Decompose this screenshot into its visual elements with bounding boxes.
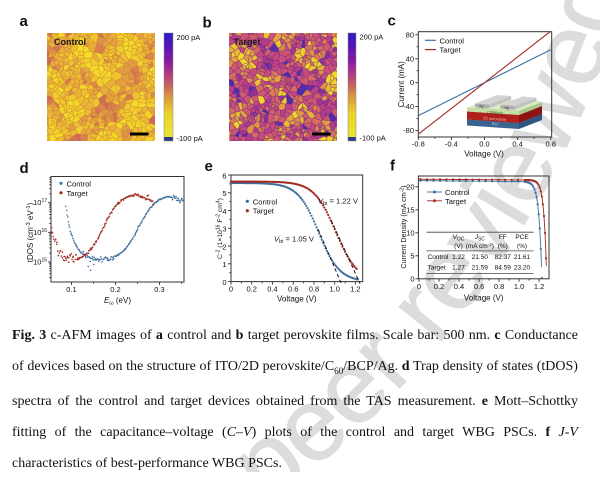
svg-text:10: 10 xyxy=(406,228,414,237)
svg-text:0: 0 xyxy=(229,285,233,294)
svg-text:1016: 1016 xyxy=(33,228,47,237)
svg-text:Ag: Ag xyxy=(505,106,509,110)
svg-text:20: 20 xyxy=(406,182,414,191)
svg-text:Target: Target xyxy=(67,189,89,198)
svg-text:200 pA: 200 pA xyxy=(360,33,384,42)
svg-text:PCE: PCE xyxy=(515,234,529,241)
svg-text:-80: -80 xyxy=(403,126,414,135)
svg-text:0.2: 0.2 xyxy=(110,285,120,294)
svg-text:1017: 1017 xyxy=(33,198,47,207)
svg-text:Control: Control xyxy=(445,188,470,197)
svg-text:84.59: 84.59 xyxy=(495,265,512,272)
svg-text:0: 0 xyxy=(417,282,421,291)
svg-text:Target: Target xyxy=(428,265,446,272)
svg-text:d: d xyxy=(20,160,29,177)
svg-text:0.2: 0.2 xyxy=(434,282,444,291)
svg-text:Target: Target xyxy=(440,46,462,55)
svg-text:f: f xyxy=(390,158,396,175)
svg-text:(mA cm-2): (mA cm-2) xyxy=(466,242,494,250)
svg-text:1.0: 1.0 xyxy=(329,285,339,294)
svg-text:FF: FF xyxy=(499,234,507,241)
svg-text:-100 pA: -100 pA xyxy=(360,134,386,143)
svg-text:Eω (eV): Eω (eV) xyxy=(104,296,131,307)
svg-text:1.2: 1.2 xyxy=(534,282,544,291)
svg-text:21.61: 21.61 xyxy=(514,254,531,261)
svg-text:-40: -40 xyxy=(403,102,414,111)
svg-text:C60/BCP: C60/BCP xyxy=(487,111,504,116)
svg-text:Target: Target xyxy=(445,197,467,206)
svg-text:0: 0 xyxy=(222,278,226,287)
svg-text:0.4: 0.4 xyxy=(512,140,522,149)
svg-text:(%): (%) xyxy=(517,243,527,250)
svg-text:Voltage (V): Voltage (V) xyxy=(464,150,504,159)
svg-text:JSC: JSC xyxy=(474,234,486,242)
svg-text:0.6: 0.6 xyxy=(474,282,484,291)
svg-text:Voltage (V): Voltage (V) xyxy=(464,294,504,303)
svg-text:1: 1 xyxy=(222,260,226,269)
svg-text:0.8: 0.8 xyxy=(309,285,319,294)
svg-text:C-2 (1×1016 F-2 cm4): C-2 (1×1016 F-2 cm4) xyxy=(216,198,225,259)
svg-text:0.8: 0.8 xyxy=(494,282,504,291)
svg-text:80: 80 xyxy=(406,30,414,39)
svg-text:0.1: 0.1 xyxy=(66,285,76,294)
svg-text:0: 0 xyxy=(410,274,414,283)
svg-text:4: 4 xyxy=(222,207,226,216)
svg-text:0.2: 0.2 xyxy=(246,285,256,294)
svg-text:e: e xyxy=(205,158,213,175)
svg-text:0.6: 0.6 xyxy=(288,285,298,294)
svg-text:2: 2 xyxy=(222,242,226,251)
svg-text:VOC: VOC xyxy=(453,234,465,242)
svg-text:Target: Target xyxy=(253,207,275,216)
svg-text:0: 0 xyxy=(410,78,414,87)
svg-text:-100 pA: -100 pA xyxy=(177,134,203,143)
svg-text:Control: Control xyxy=(253,197,278,206)
svg-text:0.4: 0.4 xyxy=(267,285,277,294)
svg-text:21.59: 21.59 xyxy=(472,265,489,272)
svg-text:Ag: Ag xyxy=(479,104,483,108)
svg-text:Vbi = 1.22 V: Vbi = 1.22 V xyxy=(318,197,359,208)
svg-text:Current (mA): Current (mA) xyxy=(397,61,406,108)
svg-text:-0.4: -0.4 xyxy=(445,140,458,149)
svg-text:3: 3 xyxy=(222,225,226,234)
svg-text:Control: Control xyxy=(428,254,450,261)
svg-text:Target: Target xyxy=(234,37,261,47)
svg-text:Current Density (mA cm-2): Current Density (mA cm-2) xyxy=(399,185,408,268)
svg-text:40: 40 xyxy=(406,54,414,63)
svg-text:1015: 1015 xyxy=(33,258,47,267)
svg-text:ITO: ITO xyxy=(491,122,498,126)
svg-text:Control: Control xyxy=(440,36,465,45)
svg-text:(%): (%) xyxy=(498,243,508,250)
svg-text:15: 15 xyxy=(406,205,414,214)
svg-text:-0.8: -0.8 xyxy=(412,140,425,149)
svg-text:tDOS (cm-3 eV-1): tDOS (cm-3 eV-1) xyxy=(26,202,35,262)
svg-text:6: 6 xyxy=(222,171,226,180)
svg-text:23.20: 23.20 xyxy=(514,265,531,272)
svg-text:200 pA: 200 pA xyxy=(177,33,201,42)
svg-text:Control: Control xyxy=(67,179,92,188)
svg-text:0.0: 0.0 xyxy=(479,140,489,149)
svg-text:0.8: 0.8 xyxy=(545,140,555,149)
svg-text:5: 5 xyxy=(222,189,226,198)
svg-text:1.0: 1.0 xyxy=(514,282,524,291)
svg-text:0.3: 0.3 xyxy=(154,285,164,294)
svg-text:(V): (V) xyxy=(454,243,463,250)
svg-text:Voltage (V): Voltage (V) xyxy=(277,295,317,304)
svg-text:1.22: 1.22 xyxy=(452,254,465,261)
svg-text:82.37: 82.37 xyxy=(495,254,512,261)
svg-text:c: c xyxy=(388,13,396,30)
svg-text:Vbi = 1.05 V: Vbi = 1.05 V xyxy=(274,235,315,246)
svg-text:Control: Control xyxy=(54,37,86,47)
svg-text:1.2: 1.2 xyxy=(350,285,360,294)
svg-text:5: 5 xyxy=(410,251,414,260)
svg-text:a: a xyxy=(20,13,29,30)
svg-text:21.50: 21.50 xyxy=(472,254,489,261)
svg-text:b: b xyxy=(203,14,212,31)
svg-text:0.4: 0.4 xyxy=(454,282,464,291)
svg-text:2D perovskite: 2D perovskite xyxy=(483,116,506,122)
svg-text:1.27: 1.27 xyxy=(452,265,465,272)
